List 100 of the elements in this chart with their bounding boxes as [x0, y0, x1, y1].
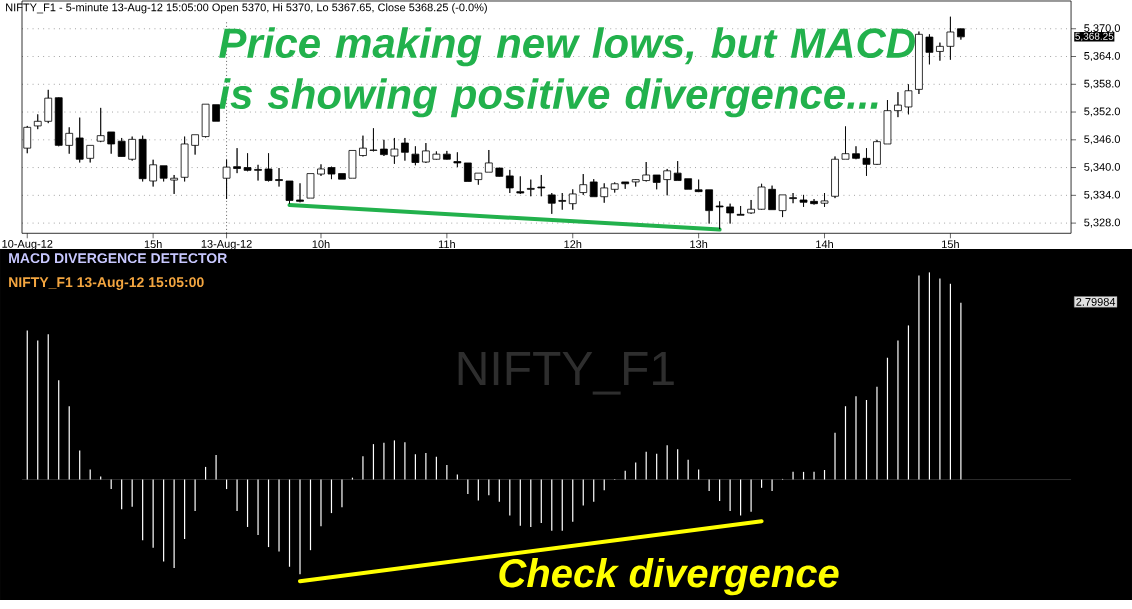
candlestick — [925, 33, 934, 65]
candlestick — [789, 192, 797, 204]
candlestick — [663, 168, 672, 196]
candlestick — [359, 135, 367, 157]
text: 5,368.25 — [1075, 32, 1114, 41]
candlestick — [348, 150, 357, 179]
x-tick-label: 10-Aug-12 — [2, 240, 53, 250]
y-tick-label: 5,340.0 — [1084, 163, 1120, 173]
candlestick — [54, 96, 63, 147]
candlestick — [621, 181, 630, 190]
candlestick — [128, 136, 137, 162]
x-tick-label: 11h — [438, 239, 455, 248]
candlestick — [852, 145, 860, 160]
candlestick — [463, 162, 472, 182]
candlestick — [841, 125, 850, 160]
candlestick — [768, 185, 776, 211]
chart-title: NIFTY_F1 - 5-minute 13-Aug-12 15:05:00 Open 5370, Hi 5370, Lo 5367.65, Close 5368.25 (-0.0%) — [6, 3, 487, 14]
candlestick — [107, 131, 116, 155]
candlestick — [86, 144, 95, 163]
candlestick — [201, 103, 210, 138]
candlestick — [799, 194, 808, 208]
candlestick — [568, 188, 577, 211]
x-tick-label: 10h — [312, 239, 330, 249]
x-tick-label: 14h — [816, 239, 833, 248]
candlestick — [170, 174, 178, 195]
text: 2.79984 — [1076, 298, 1116, 306]
candlestick — [285, 180, 294, 205]
candlestick — [883, 99, 892, 145]
candlestick — [757, 183, 766, 211]
candlestick — [694, 179, 703, 193]
y-tick-label: 5,346.0 — [1084, 135, 1120, 145]
y-tick-label: 5,334.0 — [1084, 190, 1120, 200]
candlestick — [652, 174, 661, 190]
candlestick — [159, 165, 168, 182]
candlestick — [526, 179, 535, 197]
candlestick — [254, 164, 262, 181]
candlestick — [474, 172, 483, 186]
candlestick — [306, 173, 315, 199]
y-tick-label: 5,328.0 — [1084, 218, 1120, 228]
candlestick — [904, 83, 913, 115]
candlestick — [516, 175, 525, 195]
y-tick-label: 5,352.0 — [1084, 107, 1120, 117]
x-tick-label: 15h — [144, 239, 162, 249]
candlestick — [873, 139, 881, 166]
candlestick — [317, 163, 325, 177]
candlestick — [736, 205, 745, 216]
candlestick — [610, 181, 619, 193]
candlestick — [65, 126, 74, 155]
candlestick — [44, 89, 53, 124]
candlestick — [495, 167, 504, 178]
candlestick — [778, 194, 787, 218]
candlestick — [715, 200, 724, 230]
candlestick — [75, 117, 84, 163]
candlestick — [117, 137, 126, 158]
candlestick — [579, 173, 588, 196]
candlestick — [957, 28, 965, 41]
candlestick — [33, 113, 42, 130]
candlestick — [191, 134, 199, 156]
candlestick — [453, 151, 462, 168]
candlestick — [327, 166, 336, 180]
candlestick — [936, 42, 944, 62]
candlestick — [505, 169, 514, 194]
candlestick — [894, 91, 902, 118]
annotation: Price making new lows, but MACD is showing positive divergence... — [219, 27, 915, 118]
candlestick — [180, 136, 189, 182]
candlestick — [411, 145, 420, 166]
candlestick — [831, 156, 839, 199]
candlestick — [96, 107, 105, 143]
candlestick — [338, 173, 346, 180]
candlestick — [243, 152, 252, 172]
candlestick — [631, 178, 640, 187]
y-tick-label: 5,358.0 — [1084, 79, 1120, 89]
candlestick — [673, 160, 682, 181]
candlestick — [443, 150, 451, 161]
candlestick — [149, 159, 157, 187]
candlestick — [820, 192, 829, 208]
candlestick — [747, 199, 755, 215]
candlestick — [684, 178, 693, 190]
candlestick — [600, 182, 609, 204]
candlestick — [380, 139, 388, 157]
x-tick-label: 12h — [564, 239, 582, 248]
x-tick-label: 13-Aug-12 — [201, 240, 252, 250]
candlestick — [810, 198, 818, 205]
annotation: Check divergence — [499, 558, 839, 596]
x-tick-label: 15h — [942, 239, 959, 249]
candlestick — [726, 203, 734, 224]
chart-title: MACD DIVERGENCE DETECTOR — [9, 253, 228, 264]
candlestick — [537, 174, 546, 197]
candlestick — [642, 161, 651, 182]
candlestick — [390, 137, 399, 165]
candlestick — [233, 147, 241, 174]
x-tick-label: 13h — [690, 239, 708, 249]
candlestick — [589, 178, 598, 198]
y-tick-label: 5,364.0 — [1084, 51, 1120, 62]
candlestick — [484, 149, 493, 173]
candlestick — [558, 192, 567, 211]
candlestick — [138, 135, 147, 182]
candlestick — [212, 104, 220, 122]
candlestick — [264, 152, 273, 182]
candlestick — [422, 142, 430, 164]
